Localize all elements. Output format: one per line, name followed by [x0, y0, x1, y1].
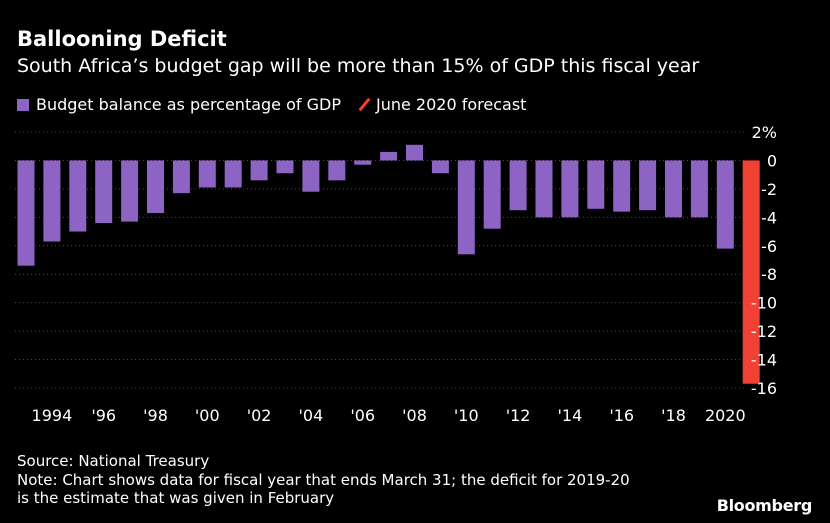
- x-tick-label: '00: [195, 406, 220, 425]
- x-tick-label: '98: [143, 406, 168, 425]
- bar-budget-balance: [69, 160, 87, 232]
- x-tick-label: 1994: [32, 406, 73, 425]
- x-tick-label: '04: [299, 406, 324, 425]
- bloomberg-logo: Bloomberg: [716, 496, 813, 515]
- bars: [17, 144, 760, 384]
- bar-budget-balance: [147, 160, 164, 214]
- bar-budget-balance: [690, 160, 708, 218]
- y-tick-label: 0: [767, 151, 777, 170]
- legend-label-budget: Budget balance as percentage of GDP: [36, 95, 341, 114]
- y-tick-label: -4: [761, 208, 777, 227]
- y-tick-label: -16: [751, 379, 777, 398]
- x-tick-label: '06: [350, 406, 375, 425]
- x-tick-label: '96: [91, 406, 116, 425]
- bar-budget-balance: [121, 160, 139, 222]
- bar-budget-balance: [457, 160, 475, 255]
- y-axis: 2% 0 -2 -4 -6 -8 -10 -12 -14 -16: [751, 123, 777, 398]
- bar-budget-balance: [224, 160, 242, 188]
- legend: Budget balance as percentage of GDP June…: [17, 95, 526, 114]
- bar-budget-balance: [561, 160, 579, 218]
- x-axis: 1994 '96 '98 '00 '02 '04 '06 '08 '10 '12 '14 '16 '18…: [32, 406, 746, 425]
- bar-budget-balance: [483, 160, 501, 229]
- note-line-2: is the estimate that was given in Februa…: [17, 489, 335, 507]
- y-tick-label: -2: [761, 180, 777, 199]
- bar-budget-balance: [250, 160, 268, 181]
- x-tick-label: '18: [661, 406, 686, 425]
- footnotes: Source: National Treasury Note: Chart sh…: [17, 452, 630, 508]
- bar-budget-balance: [509, 160, 527, 211]
- x-tick-label: 2020: [705, 406, 746, 425]
- bar-budget-balance: [639, 160, 657, 211]
- y-tick-label: -6: [761, 237, 777, 256]
- bar-budget-balance: [665, 160, 682, 218]
- x-tick-label: '12: [506, 406, 531, 425]
- chart-title: Ballooning Deficit: [17, 27, 227, 51]
- x-tick-label: '02: [247, 406, 272, 425]
- y-tick-label: -12: [751, 322, 777, 341]
- x-tick-label: '10: [454, 406, 479, 425]
- source-text: Source: National Treasury: [17, 452, 210, 470]
- bar-budget-balance: [354, 160, 372, 165]
- bar-budget-balance: [535, 160, 553, 218]
- bar-budget-balance: [43, 160, 61, 242]
- x-tick-label: '16: [609, 406, 634, 425]
- bar-budget-balance: [380, 151, 398, 161]
- legend-label-forecast: June 2020 forecast: [375, 95, 527, 114]
- bar-chart: 2% 0 -2 -4 -6 -8 -10 -12 -14 -16 1994 '96 '98 '00 '02…: [15, 123, 777, 425]
- note-line-1: Note: Chart shows data for fiscal year t…: [17, 470, 630, 489]
- bar-budget-balance: [95, 160, 113, 224]
- bar-forecast: [742, 160, 760, 384]
- bar-budget-balance: [328, 160, 346, 181]
- legend-swatch-budget: [17, 98, 29, 111]
- bar-budget-balance: [406, 144, 423, 161]
- bar-budget-balance: [302, 160, 320, 192]
- y-tick-label: 2%: [752, 123, 777, 142]
- y-tick-label: -14: [751, 351, 777, 370]
- bar-budget-balance: [198, 160, 216, 188]
- bar-budget-balance: [276, 160, 294, 174]
- y-tick-label: -8: [761, 265, 777, 284]
- legend-swatch-forecast: [358, 97, 371, 112]
- bar-budget-balance: [172, 160, 190, 194]
- bar-budget-balance: [17, 160, 35, 266]
- y-tick-label: -10: [751, 294, 777, 313]
- bar-budget-balance: [431, 160, 449, 174]
- x-tick-label: '08: [402, 406, 427, 425]
- chart-subtitle: South Africa’s budget gap will be more t…: [17, 55, 700, 77]
- bar-budget-balance: [716, 160, 734, 249]
- bar-budget-balance: [613, 160, 631, 212]
- bar-budget-balance: [587, 160, 605, 209]
- x-tick-label: '14: [558, 406, 583, 425]
